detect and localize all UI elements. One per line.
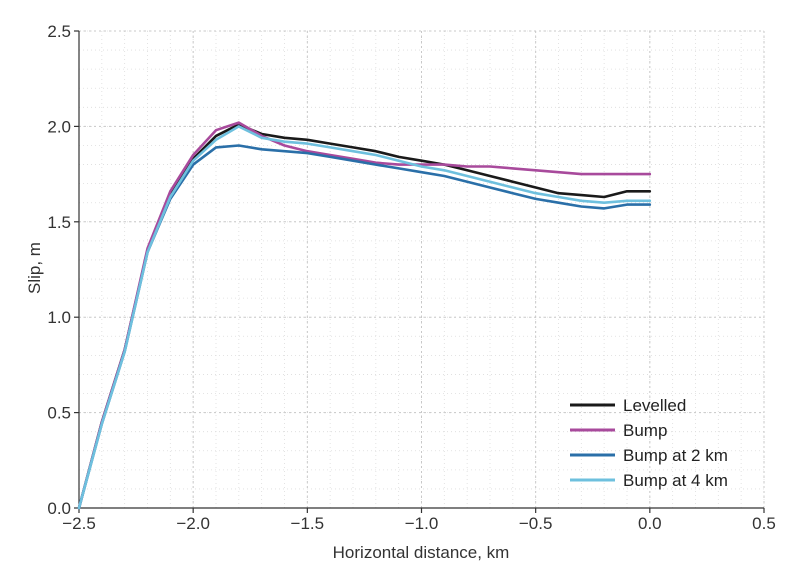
axes: [74, 30, 765, 513]
x-tick-label: 0.0: [638, 514, 662, 533]
legend-label-bump-at-2-km: Bump at 2 km: [623, 446, 728, 465]
legend: Levelled Bump Bump at 2 km Bump at 4 km: [570, 396, 728, 490]
legend-label-bump-at-4-km: Bump at 4 km: [623, 471, 728, 490]
x-axis-label: Horizontal distance, km: [333, 543, 510, 562]
y-axis-label: Slip, m: [25, 242, 44, 294]
series-line-bump: [77, 121, 652, 510]
y-tick-label: 2.0: [47, 117, 71, 136]
series-line-bump-at-4-km: [77, 125, 652, 510]
x-tick-label: 0.5: [752, 514, 776, 533]
y-tick-label: 1.5: [47, 213, 71, 232]
x-tick-label: −0.5: [519, 514, 553, 533]
y-tick-label: 0.0: [47, 499, 71, 518]
legend-label-levelled: Levelled: [623, 396, 686, 415]
tick-labels: −2.5 −2.0 −1.5 −1.0 −0.5 0.0 0.5 0.0 0.5 1.0 1.5 2.…: [47, 22, 775, 533]
x-tick-label: −2.0: [176, 514, 210, 533]
y-tick-label: 0.5: [47, 404, 71, 423]
series-group: [77, 121, 652, 510]
x-tick-label: −1.0: [405, 514, 439, 533]
legend-label-bump: Bump: [623, 421, 667, 440]
y-tick-label: 2.5: [47, 22, 71, 41]
x-tick-label: −1.5: [291, 514, 325, 533]
y-tick-label: 1.0: [47, 308, 71, 327]
x-tick-label: −2.5: [62, 514, 96, 533]
